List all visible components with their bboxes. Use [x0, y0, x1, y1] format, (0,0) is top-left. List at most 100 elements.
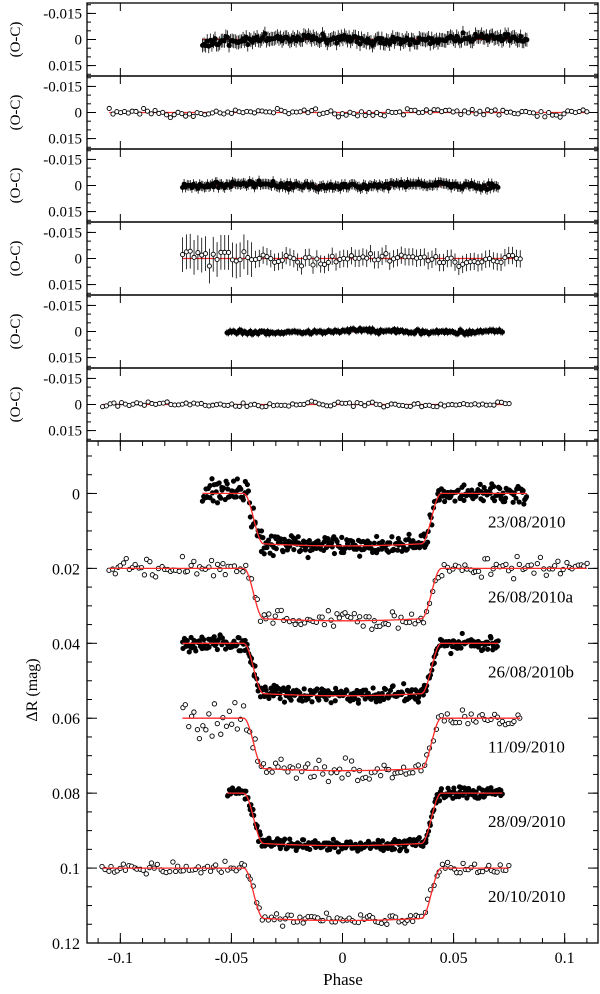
transit-model-line	[102, 867, 510, 922]
light-curve-point	[381, 762, 387, 768]
residual-point	[313, 106, 319, 112]
light-curve-point	[106, 868, 112, 874]
residual-point	[195, 250, 201, 256]
light-curve-1: 23/08/2010	[199, 476, 565, 561]
light-curve-point	[295, 534, 301, 540]
light-curve-point	[288, 697, 294, 703]
light-curve-point	[342, 755, 349, 761]
residual-point	[500, 107, 506, 113]
light-curve-point	[323, 697, 329, 703]
light-curve-point	[444, 711, 450, 717]
light-curve-point	[360, 623, 366, 629]
light-curve-point	[220, 561, 226, 567]
residual-point	[351, 111, 357, 117]
light-curve-point	[120, 861, 127, 867]
light-curve-point	[461, 497, 467, 503]
light-curve-point	[226, 708, 233, 714]
residual-point	[106, 105, 112, 112]
main-y-tick-label: 0.12	[52, 936, 80, 953]
residual-panel-4: -0.015 0 0.015 (O-C)	[8, 221, 599, 296]
light-curve-point	[188, 562, 194, 569]
light-curve-point	[528, 562, 534, 568]
light-curve-point	[348, 615, 354, 621]
light-curve-point	[243, 562, 249, 569]
residual-point	[237, 257, 243, 263]
residual-point	[298, 263, 305, 269]
light-curve-point	[266, 695, 272, 702]
light-curve-point	[491, 483, 497, 490]
light-curve-point	[287, 836, 293, 842]
light-curve-point	[363, 687, 369, 693]
light-curve-point	[415, 762, 421, 768]
light-curve-point	[218, 731, 224, 737]
residual-point	[358, 400, 364, 407]
light-curve-point	[534, 560, 541, 567]
residual-point	[240, 400, 246, 406]
light-curve-point	[398, 769, 404, 775]
residual-point	[546, 110, 552, 116]
light-curve-point	[240, 703, 247, 709]
light-curve-point	[282, 836, 288, 842]
light-curve-point	[377, 623, 383, 629]
light-curve-point	[207, 482, 213, 489]
residual-point	[469, 106, 475, 113]
residual-point	[429, 256, 435, 262]
light-curve-point	[494, 869, 500, 875]
light-curve-point	[252, 736, 258, 742]
light-curve-point	[395, 625, 401, 631]
residual-point	[333, 259, 339, 265]
residual-point	[179, 252, 186, 258]
residual-point	[538, 109, 544, 115]
light-curve-point	[494, 643, 500, 650]
residual-point	[325, 259, 331, 265]
light-curve-point	[471, 861, 478, 867]
light-curve-point	[389, 534, 395, 540]
residual-point	[203, 251, 209, 257]
residual-point	[357, 41, 363, 47]
light-curve-point	[351, 610, 357, 617]
light-curve-point	[298, 547, 304, 554]
light-curve-point	[366, 614, 372, 620]
light-curve-point	[455, 487, 461, 493]
light-curve-point	[207, 495, 213, 501]
light-curve-point	[398, 846, 404, 852]
residual-point	[245, 255, 251, 261]
residual-point	[224, 34, 230, 40]
light-curve-point	[328, 617, 334, 623]
light-curve-point	[339, 534, 345, 540]
light-curve-point	[401, 681, 407, 687]
light-curve-point	[147, 559, 153, 565]
light-curve-point	[404, 546, 410, 552]
residual-point	[374, 110, 380, 116]
light-curve-point	[206, 644, 212, 650]
light-curve-point	[499, 718, 505, 724]
light-curve-point	[241, 862, 248, 868]
light-curve-point	[311, 773, 317, 780]
residual-y-axis-label: (O-C)	[8, 241, 24, 277]
light-curve-point	[120, 560, 127, 566]
light-curve-point	[279, 923, 286, 929]
residual-point	[228, 184, 234, 190]
light-curve-point	[123, 556, 129, 562]
light-curve-point	[479, 711, 485, 718]
light-curve-point	[170, 859, 176, 865]
light-curve-point	[475, 568, 482, 574]
residual-panels: -0.01500.015(O-C)-0.01500.015(O-C)-0.015…	[8, 2, 599, 442]
light-curve-point	[436, 798, 443, 804]
series-date-label: 28/09/2010	[488, 812, 565, 831]
residual-point	[301, 107, 307, 113]
light-curve-point	[285, 684, 292, 690]
light-curve-point	[378, 772, 384, 779]
light-curve-point	[207, 868, 214, 874]
light-curve-point	[277, 695, 283, 702]
light-curve-point	[466, 785, 472, 792]
x-tick-label: -0.05	[215, 950, 248, 967]
light-curve-point	[520, 487, 526, 494]
light-curve-point	[257, 618, 264, 624]
residual-point	[499, 329, 505, 335]
light-curve-point	[201, 637, 207, 643]
residual-point	[206, 263, 212, 269]
light-curve-point	[407, 913, 414, 919]
residual-point	[407, 41, 413, 47]
residual-point	[229, 401, 235, 407]
